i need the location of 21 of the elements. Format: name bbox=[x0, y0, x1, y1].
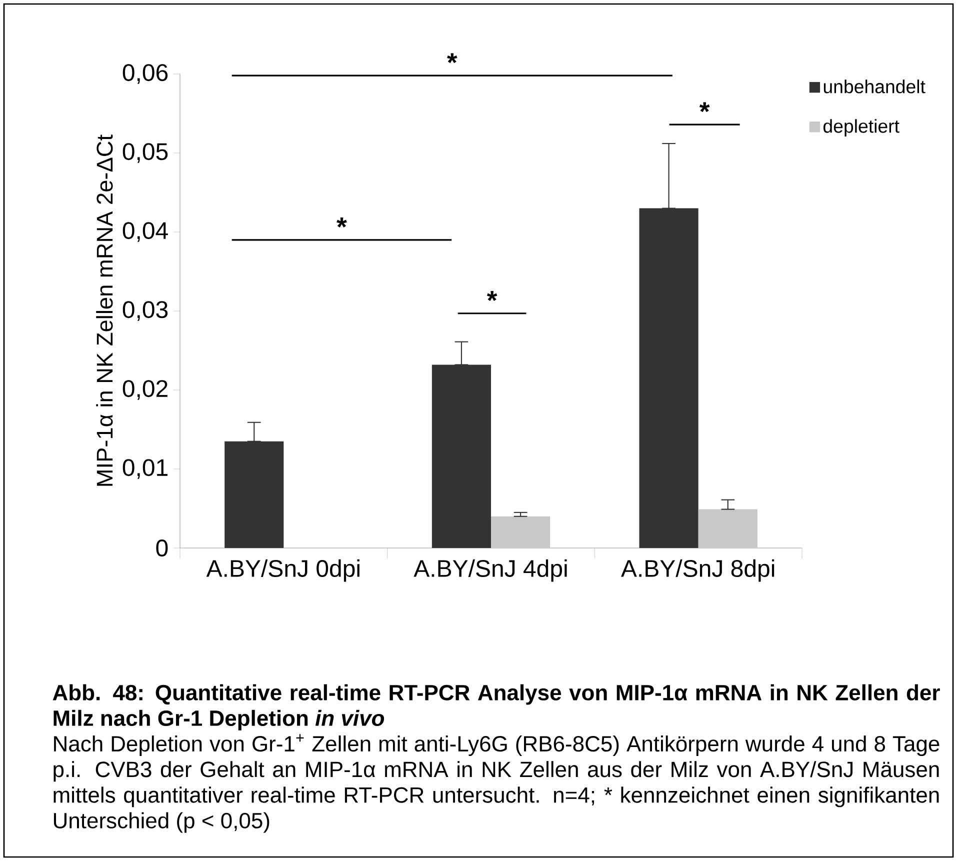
annotation: * bbox=[336, 218, 347, 228]
annotation: * bbox=[486, 291, 498, 301]
text: Abb. 48: Quantitative real-time RT-PCR Analyse von MIP-1α mRNA in NK Zellen der Milz nach Gr-1 Depletion in vivo bbox=[52, 684, 940, 730]
y-tick-label: 0 bbox=[156, 539, 168, 556]
x-tick-label: A.BY/SnJ 8dpi bbox=[621, 559, 774, 582]
annotation: * bbox=[699, 102, 710, 112]
x-tick-label: A.BY/SnJ 0dpi bbox=[206, 559, 360, 582]
text: Nach Depletion von Gr-1$^{+}$ Zellen mit anti-Ly6G (RB6-8C5) Antikörpern wurde 4 und 8 Tage p.i. CVB3 der Gehalt an MIP-1α mRNA in NK Zellen aus der Milz von A.BY/SnJ Mäusen mittels quantitativer real-time RT-PCR untersucht. n=4; * kennzeichnet einen signifikanten Unterschied (p < 0,05) bbox=[54, 734, 940, 833]
y-tick-label: 0,01 bbox=[122, 459, 168, 479]
bar bbox=[491, 516, 550, 548]
y-tick-label: 0,03 bbox=[122, 301, 168, 321]
x-tick-label: A.BY/SnJ 4dpi bbox=[414, 559, 567, 582]
y-tick-label: 0,02 bbox=[122, 380, 168, 400]
y-axis-title: MIP-1α in NK Zellen mRNA 2e-ΔCt bbox=[96, 134, 113, 486]
y-tick-label: 0,05 bbox=[122, 143, 168, 163]
text: * bbox=[447, 53, 458, 64]
bar bbox=[698, 509, 758, 548]
y-tick-label: 0,04 bbox=[122, 222, 168, 242]
legend-label: depletiert bbox=[823, 119, 900, 137]
legend-label: unbehandelt bbox=[824, 80, 926, 94]
y-tick-label: 0,06 bbox=[122, 64, 168, 84]
